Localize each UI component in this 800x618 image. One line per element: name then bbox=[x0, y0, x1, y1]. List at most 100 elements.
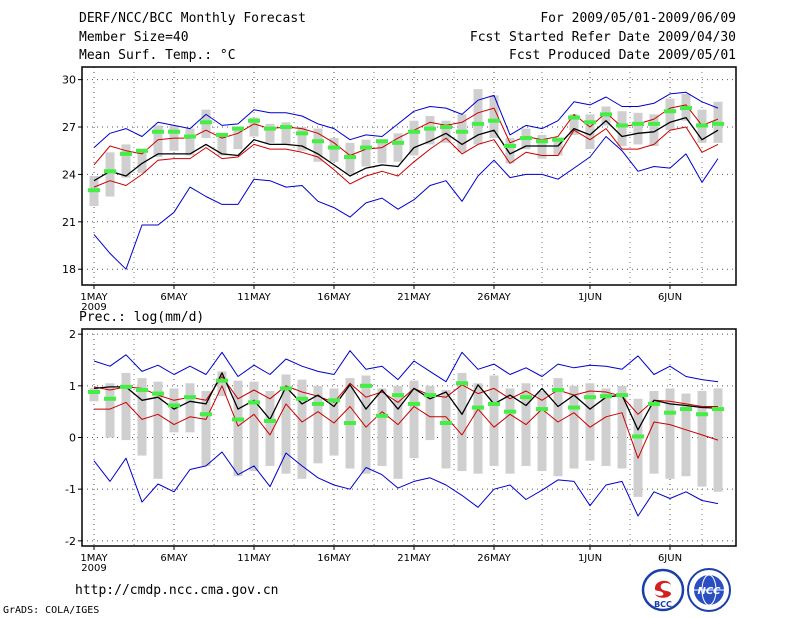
precip-spread-box bbox=[265, 391, 275, 466]
temp-lower-line bbox=[93, 126, 719, 188]
temp-xtick-label: 21MAY bbox=[397, 292, 431, 303]
temp-spread-box bbox=[649, 114, 659, 146]
precip-median-mark bbox=[680, 407, 692, 412]
precip-median-mark bbox=[104, 396, 116, 401]
temp-median-mark bbox=[88, 188, 100, 193]
temp-spread-box bbox=[297, 127, 307, 151]
precip-ytick-label: -1 bbox=[65, 483, 76, 496]
precip-spread-box bbox=[297, 379, 307, 479]
precip-spread-box bbox=[329, 388, 339, 456]
precip-spread-box bbox=[121, 372, 131, 441]
precip-ytick-label: 0 bbox=[69, 432, 76, 445]
temp-median-mark bbox=[648, 121, 660, 126]
temp-median-mark bbox=[504, 143, 516, 148]
temp-spread-box bbox=[281, 122, 291, 145]
precip-spread-box bbox=[441, 389, 451, 469]
precip-spread-box bbox=[681, 393, 691, 477]
temp-median-mark bbox=[488, 118, 500, 123]
precip-spread-box bbox=[137, 378, 147, 456]
temp-spread-box bbox=[137, 149, 147, 173]
precip-median-mark bbox=[264, 418, 276, 423]
forecast-period: For 2009/05/01-2009/06/09 bbox=[540, 11, 736, 26]
bcc-logo-text: BCC bbox=[654, 600, 672, 609]
precip-median-mark bbox=[168, 403, 180, 408]
precip-max-line bbox=[93, 350, 719, 383]
temp-spread-box bbox=[569, 114, 579, 135]
precip-median-mark bbox=[376, 413, 388, 418]
precip-median-mark bbox=[312, 401, 324, 406]
temp-median-mark bbox=[472, 121, 484, 126]
temp-median-mark bbox=[632, 121, 644, 126]
precip-median-mark bbox=[488, 401, 500, 406]
precip-upper-line bbox=[93, 376, 718, 415]
precip-spread-box bbox=[601, 388, 611, 466]
precip-median-mark bbox=[344, 421, 356, 426]
temp-median-mark bbox=[552, 137, 564, 142]
precip-median-mark bbox=[600, 394, 612, 399]
bcc-logo: BCC bbox=[641, 568, 685, 612]
temp-median-mark bbox=[104, 169, 116, 174]
grads-credit: GrADS: COLA/IGES bbox=[3, 605, 100, 616]
temp-spread-box bbox=[537, 134, 547, 159]
temp-median-mark bbox=[424, 126, 436, 131]
temp-median-mark bbox=[232, 126, 244, 131]
temp-median-mark bbox=[664, 109, 676, 114]
temp-median-mark bbox=[408, 129, 420, 134]
precip-spread-box bbox=[489, 375, 499, 466]
temp-spread-box bbox=[633, 112, 643, 145]
footer-url[interactable]: http://cmdp.ncc.cma.gov.cn bbox=[75, 583, 279, 598]
member-size-label: Member Size=40 bbox=[79, 30, 189, 45]
precip-xtick-label: 1MAY bbox=[80, 553, 108, 564]
precip-median-mark bbox=[440, 421, 452, 426]
temp-xtick-label: 6MAY bbox=[160, 292, 188, 303]
precip-spread-box bbox=[361, 375, 371, 474]
temp-median-mark bbox=[584, 120, 596, 125]
precip-spread-box bbox=[377, 388, 387, 466]
temp-median-mark bbox=[440, 125, 452, 130]
temp-median-mark bbox=[392, 140, 404, 145]
precip-median-mark bbox=[152, 391, 164, 396]
temp-xtick-label: 11MAY bbox=[237, 292, 271, 303]
precip-median-mark bbox=[88, 390, 100, 395]
precip-median-mark bbox=[328, 398, 340, 403]
temp-median-mark bbox=[280, 125, 292, 130]
precip-spread-box bbox=[473, 383, 483, 474]
temp-median-mark bbox=[568, 115, 580, 120]
precip-median-mark bbox=[520, 395, 532, 400]
precip-median-mark bbox=[360, 383, 372, 388]
temp-median-mark bbox=[520, 136, 532, 141]
precip-spread-box bbox=[617, 385, 627, 469]
precip-median-mark bbox=[616, 393, 628, 398]
precip-median-mark bbox=[552, 387, 564, 392]
temp-median-mark bbox=[168, 129, 180, 134]
precip-spread-box bbox=[633, 398, 643, 497]
precip-median-mark bbox=[504, 409, 516, 414]
precip-spread-box bbox=[585, 383, 595, 461]
temp-median-mark bbox=[248, 118, 260, 123]
temp-spread-box bbox=[473, 89, 483, 145]
precip-median-mark bbox=[248, 400, 260, 405]
temp-spread-box bbox=[441, 120, 451, 143]
precip-median-mark bbox=[408, 401, 420, 406]
precip-spread-box bbox=[665, 388, 675, 479]
temp-median-mark bbox=[360, 145, 372, 150]
temp-ytick-label: 24 bbox=[62, 168, 76, 181]
temp-spread-box bbox=[153, 125, 163, 158]
temp-spread-box bbox=[249, 117, 259, 137]
precip-median-mark bbox=[280, 386, 292, 391]
temp-spread-box bbox=[313, 128, 323, 162]
temp-spread-box bbox=[553, 138, 563, 156]
temp-ytick-label: 21 bbox=[62, 216, 76, 229]
temp-xtick-year: 2009 bbox=[81, 302, 106, 313]
precip-median-mark bbox=[120, 384, 132, 389]
precip-median-mark bbox=[632, 434, 644, 439]
temp-median-mark bbox=[328, 145, 340, 150]
temp-max-line bbox=[93, 91, 719, 148]
temp-median-mark bbox=[136, 148, 148, 153]
precip-xtick-label: 6JUN bbox=[658, 553, 682, 564]
temp-median-mark bbox=[152, 129, 164, 134]
precip-xtick-label: 21MAY bbox=[397, 553, 431, 564]
